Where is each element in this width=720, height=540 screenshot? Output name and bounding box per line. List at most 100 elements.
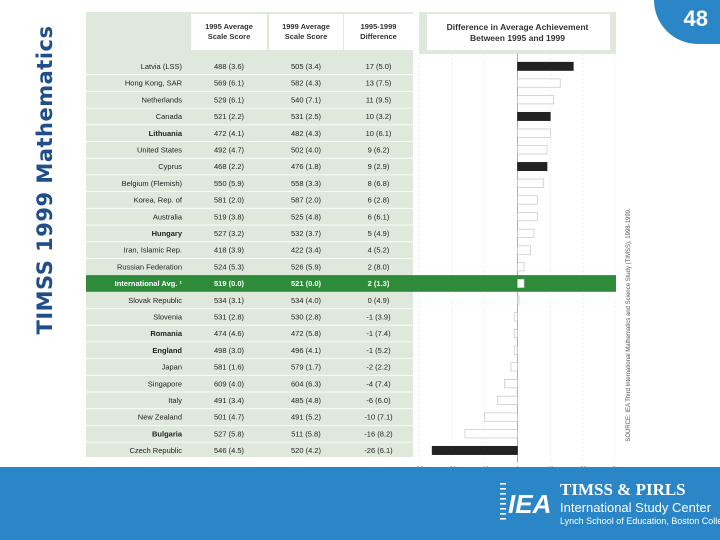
score-1995: 519 (3.8) <box>214 212 245 221</box>
score-1995: 488 (3.6) <box>214 62 245 71</box>
column-header-box <box>269 14 343 50</box>
score-1995: 521 (2.2) <box>214 112 245 121</box>
difference-bar <box>497 395 518 405</box>
score-1995: 468 (2.2) <box>214 162 245 171</box>
difference-bar <box>517 212 538 222</box>
column-header: Scale Score <box>208 32 251 41</box>
difference-value: 8 (6.8) <box>368 179 390 188</box>
score-1999: 422 (3.4) <box>291 246 322 255</box>
difference-value: -6 (6.0) <box>366 396 391 405</box>
score-1999: 530 (2.8) <box>291 312 322 321</box>
score-1995: 519 (0.0) <box>214 279 245 288</box>
score-1995: 474 (4.6) <box>214 329 245 338</box>
difference-value: 2 (8.0) <box>368 262 390 271</box>
figure-panel: 1995 Average Scale Score 1999 Average Scale… <box>86 12 620 473</box>
score-1995: 531 (2.8) <box>214 312 245 321</box>
page-number-badge: 48 <box>654 0 720 44</box>
country-label: Russian Federation <box>117 262 182 271</box>
score-1995: 581 (2.0) <box>214 196 245 205</box>
column-header: 1995-1999 <box>361 22 397 31</box>
side-title-text: TIMSS 1999 Mathematics <box>33 25 57 335</box>
country-label: Hong Kong, SAR <box>125 79 183 88</box>
score-1999: 482 (4.3) <box>291 129 322 138</box>
score-1995: 418 (3.9) <box>214 246 245 255</box>
country-label: Czech Republic <box>129 446 182 455</box>
difference-value: 2 (1.3) <box>368 279 390 288</box>
difference-bar <box>517 245 531 255</box>
difference-bar <box>517 78 561 88</box>
difference-value: -1 (7.4) <box>366 329 391 338</box>
score-1995: 501 (4.7) <box>214 413 245 422</box>
score-1999: 579 (1.7) <box>291 363 322 372</box>
score-1999: 604 (6.3) <box>291 379 322 388</box>
difference-value: 6 (6.1) <box>368 212 390 221</box>
difference-value: -1 (5.2) <box>366 346 391 355</box>
difference-value: 5 (4.9) <box>368 229 390 238</box>
table-panel-background <box>86 12 413 457</box>
difference-bar <box>504 379 518 389</box>
score-1995: 581 (1.6) <box>214 363 245 372</box>
difference-bar <box>517 128 551 138</box>
score-1999: 526 (5.9) <box>291 262 322 271</box>
score-1999: 505 (3.4) <box>291 62 322 71</box>
difference-bar <box>517 111 551 121</box>
difference-bar <box>513 345 518 355</box>
difference-value: 10 (6.1) <box>366 129 392 138</box>
score-1995: 472 (4.1) <box>214 129 245 138</box>
country-label: Singapore <box>148 379 182 388</box>
score-1999: 502 (4.0) <box>291 145 322 154</box>
country-label: Italy <box>168 396 182 405</box>
score-1999: 476 (1.8) <box>291 162 322 171</box>
score-1995: 529 (6.1) <box>214 95 245 104</box>
column-header-box <box>191 14 267 50</box>
difference-value: -1 (3.9) <box>366 312 391 321</box>
difference-bar <box>517 278 525 288</box>
brand-title: TIMSS & PIRLS <box>560 480 686 499</box>
difference-bar <box>517 61 574 71</box>
difference-bar <box>513 329 518 339</box>
difference-value: 6 (2.8) <box>368 196 390 205</box>
score-1995: 527 (5.8) <box>214 429 245 438</box>
country-label: New Zealand <box>138 413 182 422</box>
difference-value: 9 (6.2) <box>368 145 390 154</box>
country-label: Australia <box>153 212 183 221</box>
country-label: Slovak Republic <box>128 296 182 305</box>
country-label: Belgium (Flemish) <box>122 179 183 188</box>
country-label: Cyprus <box>158 162 182 171</box>
difference-value: 4 (5.2) <box>368 246 390 255</box>
score-1995: 524 (5.3) <box>214 262 245 271</box>
score-1999: 531 (2.5) <box>291 112 322 121</box>
score-1999: 558 (3.3) <box>291 179 322 188</box>
difference-bar <box>517 195 538 205</box>
difference-bar <box>517 228 535 238</box>
footer-bar <box>0 467 720 540</box>
score-1995: 527 (3.2) <box>214 229 245 238</box>
column-header: 1999 Average <box>282 22 330 31</box>
logo-text: IEA <box>508 489 550 519</box>
score-1995: 492 (4.7) <box>214 145 245 154</box>
difference-value: -2 (2.2) <box>366 363 391 372</box>
country-label: England <box>152 346 182 355</box>
score-1999: 491 (5.2) <box>291 413 322 422</box>
international-average-band <box>86 275 616 292</box>
column-header-box <box>344 14 413 50</box>
country-label: Japan <box>162 363 182 372</box>
score-1995: 569 (6.1) <box>214 79 245 88</box>
brand-subtitle: International Study Center <box>560 500 712 515</box>
score-1995: 491 (3.4) <box>214 396 245 405</box>
difference-value: -4 (7.4) <box>366 379 391 388</box>
score-1999: 485 (4.8) <box>291 396 322 405</box>
score-1999: 540 (7.1) <box>291 95 322 104</box>
difference-value: -10 (7.1) <box>364 413 393 422</box>
iea-logo-icon: IEA <box>500 483 550 520</box>
score-1999: 521 (0.0) <box>291 279 322 288</box>
score-1999: 587 (2.0) <box>291 196 322 205</box>
column-header: Difference <box>360 32 397 41</box>
score-1995: 498 (3.0) <box>214 346 245 355</box>
difference-value: 10 (3.2) <box>366 112 392 121</box>
score-1999: 525 (4.8) <box>291 212 322 221</box>
difference-value: 11 (9.5) <box>366 95 392 104</box>
difference-value: -16 (8.2) <box>364 429 393 438</box>
difference-value: -26 (6.1) <box>364 446 393 455</box>
